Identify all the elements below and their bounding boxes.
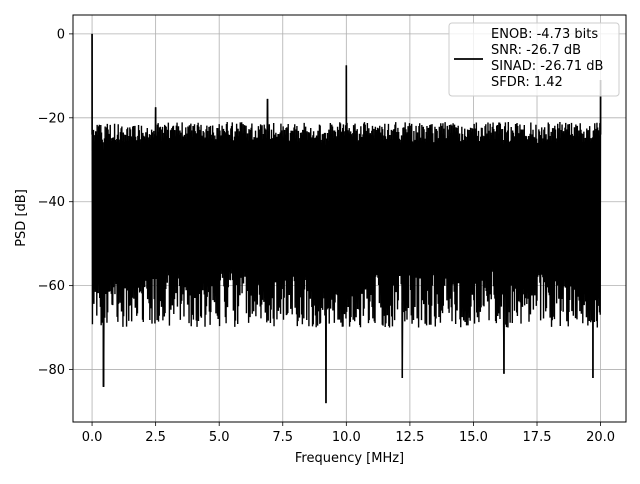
x-tick-label: 15.0 [459, 430, 488, 445]
x-tick-label: 5.0 [209, 430, 230, 445]
x-tick-label: 7.5 [272, 430, 293, 445]
x-tick-label: 10.0 [332, 430, 361, 445]
psd-series [91, 33, 602, 404]
legend-line-snr: SNR: -26.7 dB [491, 43, 581, 58]
psd-trace [91, 33, 602, 404]
y-tick-label: 0 [57, 27, 65, 42]
legend-box [448, 22, 620, 97]
x-tick-label: 17.5 [523, 430, 552, 445]
x-tick-label: 20.0 [586, 430, 615, 445]
legend-line-sinad: SINAD: -26.71 dB [491, 59, 603, 74]
legend: ENOB: -4.73 bits SNR: -26.7 dB SINAD: -2… [448, 22, 620, 97]
y-axis-label: PSD [dB] [14, 189, 29, 247]
x-tick-label: 2.5 [145, 430, 166, 445]
axis-ticks: 0.0 2.5 5.0 7.5 10.0 12.5 15.0 17.5 20.0 0 −20 −40 −… [38, 27, 615, 445]
y-tick-label: −40 [38, 195, 65, 210]
legend-line-sfdr: SFDR: 1.42 [491, 75, 563, 90]
x-tick-label: 12.5 [395, 430, 424, 445]
y-tick-label: −60 [38, 279, 65, 294]
x-tick-label: 0.0 [82, 430, 103, 445]
y-tick-label: −80 [38, 363, 65, 378]
x-axis-label: Frequency [MHz] [295, 451, 404, 466]
y-tick-label: −20 [38, 111, 65, 126]
legend-line-enob: ENOB: -4.73 bits [491, 27, 598, 42]
plot-frame [72, 14, 627, 423]
